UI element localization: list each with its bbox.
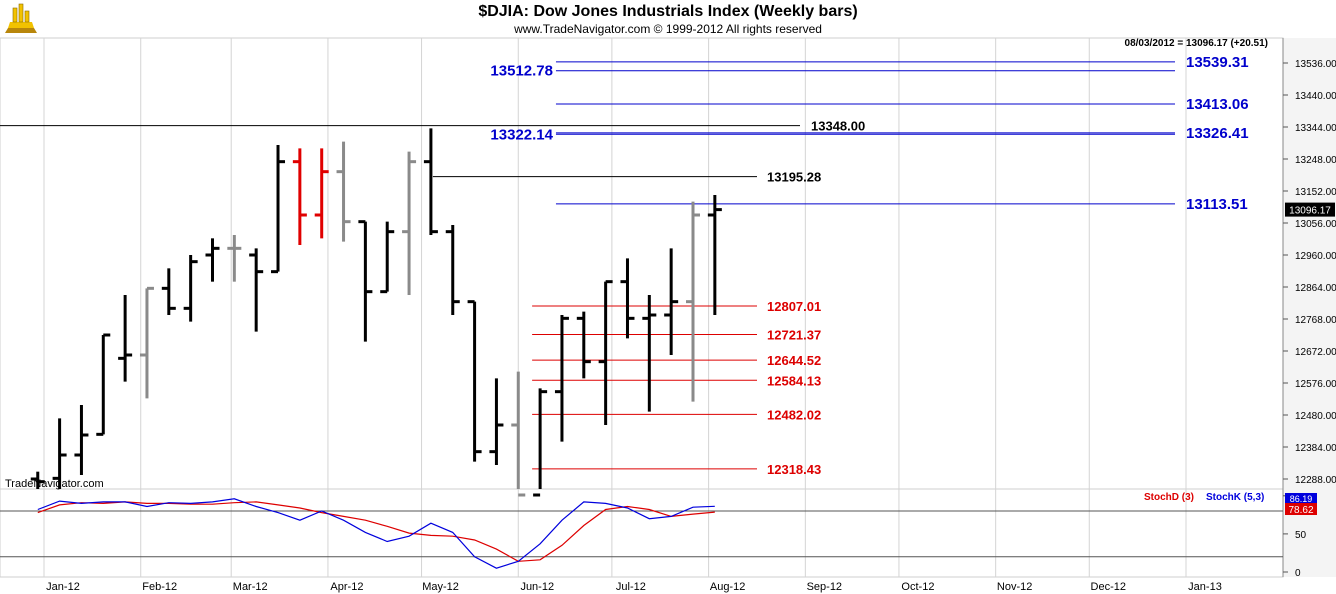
y-tick-label: 13152.00 [1295,187,1336,198]
last-price-tag [1285,202,1335,217]
y-axis-panel [1283,38,1336,577]
x-tick-label: May-12 [422,581,459,593]
stochk-value-label: 86.19 [1290,494,1313,504]
x-tick-label: Mar-12 [233,581,268,593]
level-label: 13322.14 [490,126,553,143]
y-tick-label: 13344.00 [1295,123,1336,134]
y-tick-label: 12864.00 [1295,283,1336,294]
x-tick-label: Oct-12 [901,581,934,593]
stochastic-y-tick-label: 50 [1295,530,1307,541]
level-label: 12807.01 [767,299,821,314]
price-panel [0,37,1284,490]
chart-subtitle: www.TradeNavigator.com © 1999-2012 All r… [514,22,822,36]
watermark: TradeNavigator.com [5,478,104,490]
x-tick-label: Dec-12 [1091,581,1126,593]
last-value-info: 08/03/2012 = 13096.17 (+20.51) [1125,38,1268,49]
level-label: 13413.06 [1186,96,1249,113]
x-tick-label: Jan-13 [1188,581,1222,593]
y-tick-label: 13536.00 [1295,59,1336,70]
stochd-legend: StochD (3) [1144,492,1194,503]
level-label: 12584.13 [767,373,821,388]
stochd-value-label: 78.62 [1288,505,1313,516]
stochk-line [37,498,715,569]
x-tick-label: Aug-12 [710,581,745,593]
y-tick-label: 12384.00 [1295,443,1336,454]
stochk-value-tag [1285,493,1317,504]
stochastic-y-tick-label: 0 [1295,568,1301,579]
y-tick-label: 12960.00 [1295,251,1336,262]
level-label: 13326.41 [1186,125,1249,142]
level-label: 13195.28 [767,170,821,185]
stochk-legend: StochK (5,3) [1206,492,1264,503]
y-tick-label: 12768.00 [1295,315,1336,326]
level-label: 12318.43 [767,462,821,477]
trade-navigator-logo [5,3,37,33]
x-tick-label: Apr-12 [330,581,363,593]
stochd-line [37,501,715,562]
x-tick-label: Feb-12 [142,581,177,593]
y-tick-label: 12288.00 [1295,475,1336,486]
level-label: 13539.31 [1186,54,1249,71]
level-label: 12644.52 [767,353,821,368]
y-tick-label: 12480.00 [1295,411,1336,422]
stochastic-panel [0,488,1284,578]
level-label: 13113.51 [1186,196,1248,213]
level-label: 13348.00 [811,119,865,134]
y-tick-label: 13248.00 [1295,155,1336,166]
chart-title: $DJIA: Dow Jones Industrials Index (Week… [478,3,858,20]
y-tick-label: 13056.00 [1295,219,1336,230]
stochd-value-tag [1285,503,1317,515]
level-label: 12482.02 [767,407,821,422]
y-tick-label: 12672.00 [1295,347,1336,358]
x-tick-label: Nov-12 [997,581,1032,593]
x-tick-label: Sep-12 [807,581,842,593]
y-tick-label: 13440.00 [1295,91,1336,102]
level-label: 12721.37 [767,328,821,343]
x-tick-label: Jan-12 [46,581,80,593]
y-tick-label: 12576.00 [1295,379,1336,390]
last-price-label: 13096.17 [1289,206,1331,217]
x-tick-label: Jul-12 [616,581,646,593]
x-tick-label: Jun-12 [520,581,554,593]
level-label: 13512.78 [490,63,553,80]
